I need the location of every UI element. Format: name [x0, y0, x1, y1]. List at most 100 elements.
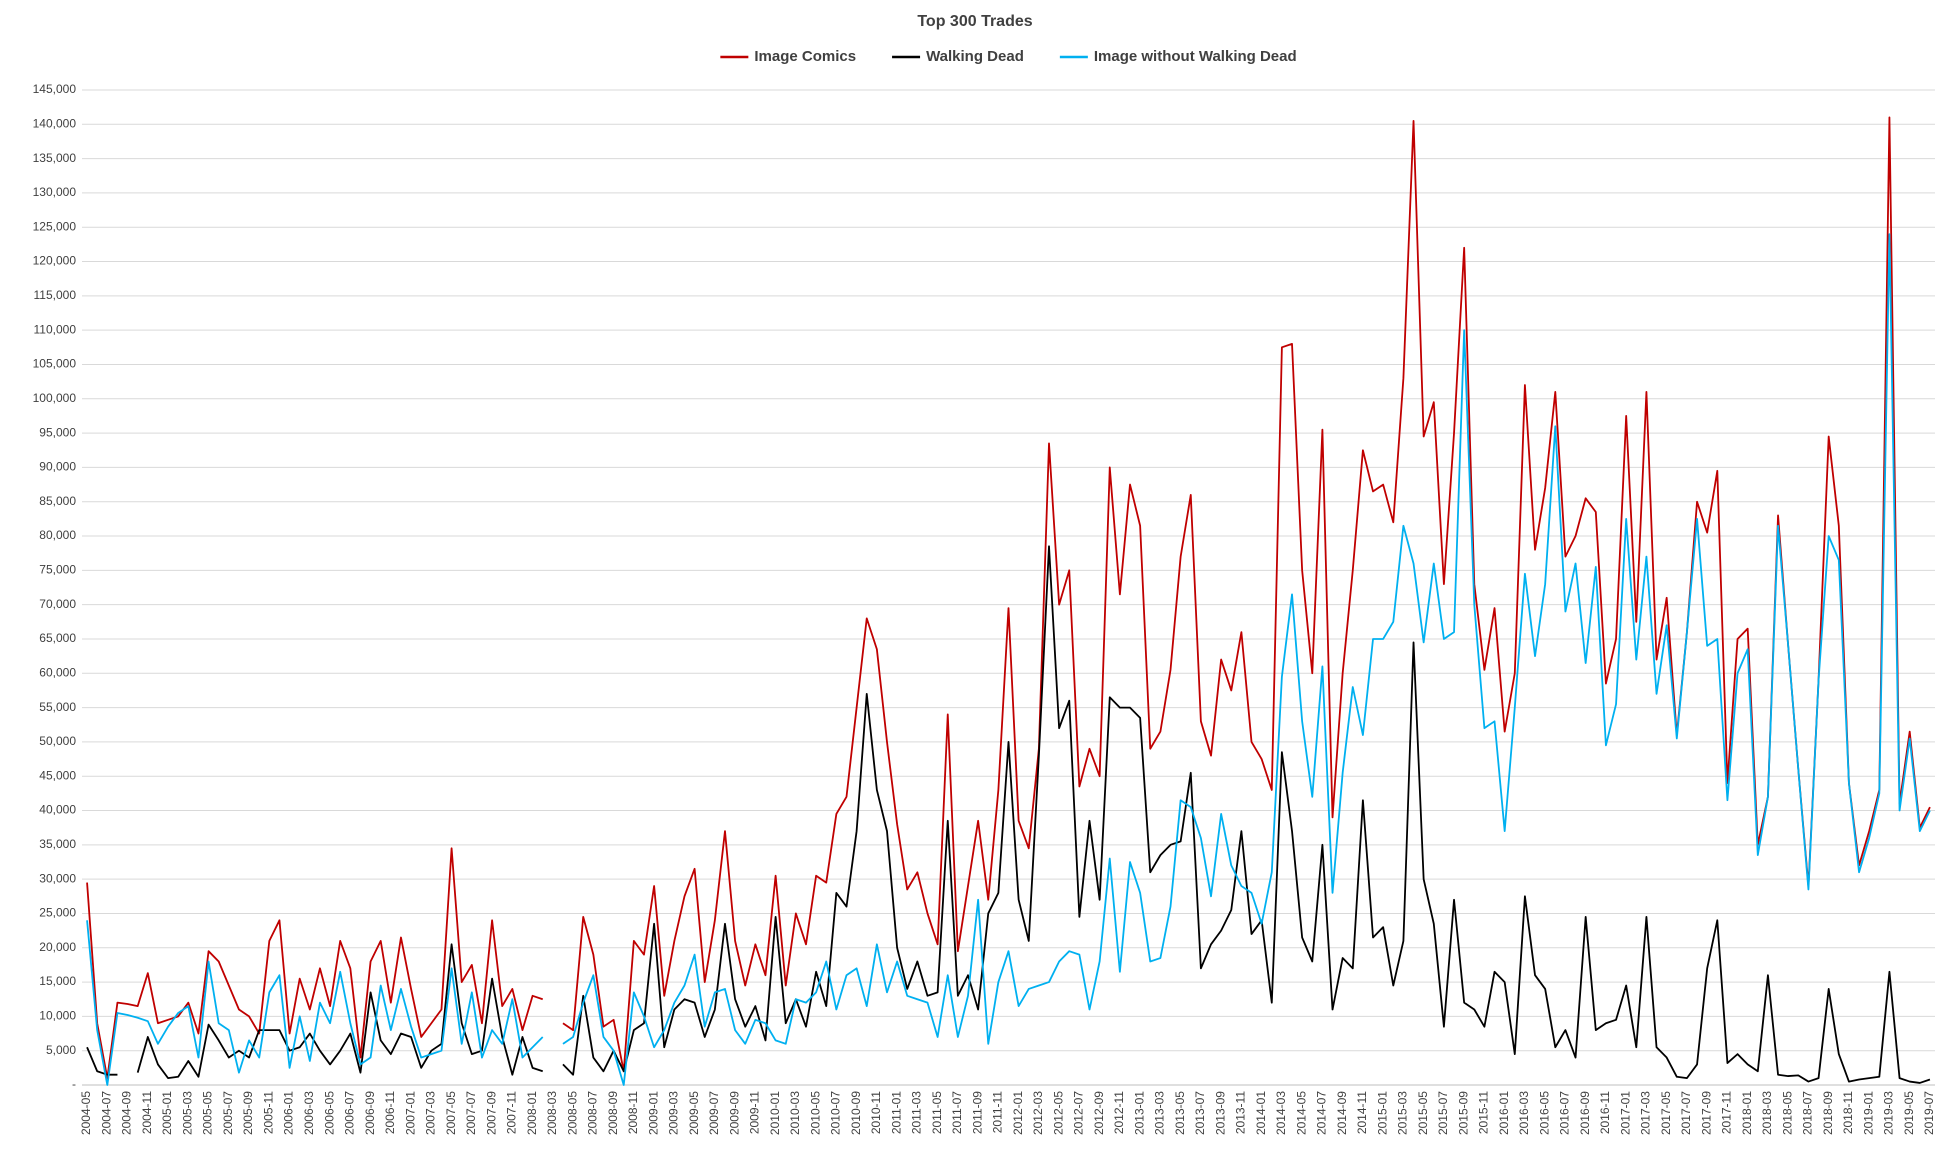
x-tick-label: 2011-07 [950, 1091, 964, 1134]
x-tick-label: 2007-03 [424, 1091, 438, 1135]
x-tick-label: 2016-07 [1558, 1091, 1572, 1135]
y-tick-label: 110,000 [34, 322, 77, 336]
x-tick-label: 2009-07 [707, 1091, 721, 1135]
x-tick-label: 2015-05 [1416, 1091, 1430, 1135]
x-tick-label: 2009-01 [646, 1091, 660, 1135]
y-tick-label: 5,000 [46, 1043, 76, 1057]
x-tick-label: 2006-01 [282, 1091, 296, 1135]
x-tick-label: 2015-01 [1375, 1091, 1389, 1135]
series-line [86, 233, 1931, 1086]
x-tick-label: 2005-11 [261, 1091, 275, 1134]
legend-label: Walking Dead [926, 48, 1024, 65]
x-tick-label: 2014-07 [1315, 1091, 1329, 1135]
x-tick-label: 2004-09 [120, 1091, 134, 1135]
x-tick-label: 2014-03 [1274, 1091, 1288, 1135]
y-tick-label: 10,000 [39, 1009, 76, 1023]
y-tick-label: 45,000 [39, 768, 76, 782]
x-tick-label: 2010-11 [869, 1091, 883, 1134]
series-line [86, 545, 1931, 1084]
x-tick-label: 2019-01 [1861, 1091, 1875, 1135]
y-tick-label: 90,000 [39, 460, 76, 474]
x-tick-label: 2008-09 [606, 1091, 620, 1135]
x-tick-label: 2011-01 [889, 1091, 903, 1134]
x-tick-label: 2008-01 [525, 1091, 539, 1135]
x-tick-label: 2006-05 [322, 1091, 336, 1135]
x-tick-label: 2013-07 [1193, 1091, 1207, 1135]
x-tick-label: 2018-03 [1760, 1091, 1774, 1135]
x-tick-label: 2005-03 [180, 1091, 194, 1135]
x-tick-label: 2009-05 [687, 1091, 701, 1135]
x-tick-label: 2008-11 [626, 1091, 640, 1134]
x-tick-label: 2011-05 [930, 1091, 944, 1134]
x-tick-label: 2017-09 [1699, 1091, 1713, 1135]
y-tick-label: 105,000 [33, 357, 77, 371]
x-tick-label: 2017-11 [1720, 1091, 1734, 1134]
x-tick-label: 2007-07 [464, 1091, 478, 1135]
x-tick-label: 2005-01 [160, 1091, 174, 1135]
x-tick-label: 2014-09 [1335, 1091, 1349, 1135]
x-tick-label: 2011-11 [991, 1091, 1005, 1134]
y-tick-label: 30,000 [39, 871, 76, 885]
x-tick-label: 2014-11 [1355, 1091, 1369, 1134]
x-tick-label: 2018-07 [1801, 1091, 1815, 1135]
x-tick-label: 2010-03 [788, 1091, 802, 1135]
chart-title: Top 300 Trades [917, 13, 1032, 30]
y-tick-label: 95,000 [39, 425, 76, 439]
x-tick-label: 2018-11 [1841, 1091, 1855, 1134]
y-tick-label: 15,000 [39, 974, 76, 988]
x-tick-label: 2004-07 [99, 1091, 113, 1135]
y-tick-label: 130,000 [33, 185, 77, 199]
x-tick-label: 2016-03 [1517, 1091, 1531, 1135]
x-tick-label: 2007-09 [484, 1091, 498, 1135]
y-tick-label: 120,000 [33, 254, 77, 268]
series-line [86, 116, 1931, 1080]
y-tick-label: 60,000 [39, 665, 76, 679]
y-tick-label: 20,000 [39, 940, 76, 954]
y-tick-label: 115,000 [34, 288, 77, 302]
x-tick-label: 2005-07 [221, 1091, 235, 1135]
y-tick-label: 85,000 [39, 494, 76, 508]
x-tick-label: 2007-05 [444, 1091, 458, 1135]
x-tick-label: 2016-01 [1497, 1091, 1511, 1135]
x-tick-label: 2007-11 [505, 1091, 519, 1134]
x-tick-label: 2004-05 [79, 1091, 93, 1135]
x-tick-label: 2014-01 [1254, 1091, 1268, 1135]
x-tick-label: 2019-07 [1922, 1091, 1936, 1135]
x-tick-label: 2015-03 [1396, 1091, 1410, 1135]
y-tick-label: 65,000 [39, 631, 76, 645]
y-tick-label: 135,000 [33, 151, 77, 165]
y-tick-label: 125,000 [33, 219, 77, 233]
x-tick-label: 2017-07 [1679, 1091, 1693, 1135]
x-tick-label: 2015-07 [1436, 1091, 1450, 1135]
x-tick-label: 2013-01 [1132, 1091, 1146, 1135]
x-tick-label: 2007-01 [403, 1091, 417, 1135]
y-tick-label: 40,000 [39, 803, 76, 817]
x-tick-label: 2012-09 [1092, 1091, 1106, 1135]
y-tick-label: 75,000 [39, 563, 76, 577]
y-tick-label: 140,000 [33, 116, 77, 130]
y-tick-label: 70,000 [39, 597, 76, 611]
x-tick-label: 2005-05 [201, 1091, 215, 1135]
x-tick-label: 2009-03 [667, 1091, 681, 1135]
x-tick-label: 2012-05 [1051, 1091, 1065, 1135]
x-tick-label: 2012-03 [1031, 1091, 1045, 1135]
y-tick-label: 145,000 [33, 82, 77, 96]
y-tick-label: 80,000 [39, 528, 76, 542]
x-tick-label: 2014-05 [1294, 1091, 1308, 1135]
x-tick-label: 2015-09 [1456, 1091, 1470, 1135]
x-tick-label: 2011-09 [970, 1091, 984, 1134]
x-tick-label: 2018-05 [1780, 1091, 1794, 1135]
x-tick-label: 2010-07 [829, 1091, 843, 1135]
y-tick-label: 50,000 [39, 734, 76, 748]
y-tick-label: 100,000 [33, 391, 77, 405]
x-tick-label: 2008-03 [545, 1091, 559, 1135]
x-tick-label: 2016-05 [1537, 1091, 1551, 1135]
x-tick-label: 2018-01 [1740, 1091, 1754, 1135]
x-tick-label: 2005-09 [241, 1091, 255, 1135]
legend-label: Image without Walking Dead [1094, 48, 1297, 65]
x-tick-label: 2019-03 [1882, 1091, 1896, 1135]
x-tick-label: 2004-11 [140, 1091, 154, 1134]
x-tick-label: 2013-03 [1153, 1091, 1167, 1135]
x-tick-label: 2013-09 [1213, 1091, 1227, 1135]
